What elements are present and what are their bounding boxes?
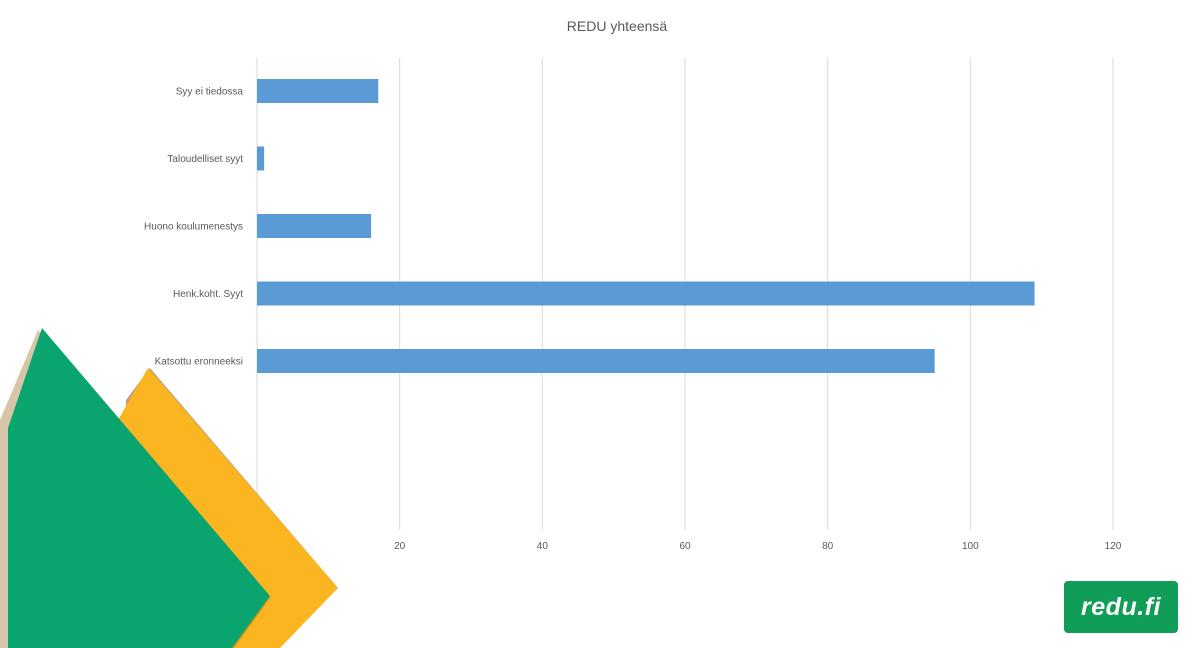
category-label: Henk.koht. Syyt bbox=[173, 289, 243, 300]
x-tick-label: 20 bbox=[394, 541, 406, 552]
bar bbox=[257, 146, 265, 171]
x-tick-label: 60 bbox=[679, 541, 691, 552]
redu-logo: redu.fi bbox=[1064, 581, 1178, 633]
x-axis-ticks: 020406080100120 bbox=[254, 541, 1122, 552]
bars bbox=[257, 79, 1035, 373]
green-chevron bbox=[8, 328, 270, 648]
bar bbox=[257, 79, 379, 103]
x-tick-label: 100 bbox=[962, 541, 979, 552]
decorative-chevrons bbox=[0, 328, 338, 648]
category-label: Syy ei tiedossa bbox=[176, 87, 244, 98]
category-labels: Syy ei tiedossa Taloudelliset syyt Huono k… bbox=[144, 87, 243, 368]
bar bbox=[257, 214, 372, 238]
logo-text: redu.fi bbox=[1081, 592, 1161, 621]
category-label: Huono koulumenestys bbox=[144, 222, 243, 233]
x-tick-label: 80 bbox=[822, 541, 834, 552]
bar bbox=[257, 281, 1035, 306]
chart-title: REDU yhteensä bbox=[567, 18, 668, 34]
category-label: Taloudelliset syyt bbox=[167, 154, 243, 165]
x-tick-label: 40 bbox=[537, 541, 549, 552]
bar bbox=[257, 349, 935, 373]
category-label: Katsottu eronneeksi bbox=[155, 357, 243, 368]
x-tick-label: 120 bbox=[1105, 541, 1122, 552]
